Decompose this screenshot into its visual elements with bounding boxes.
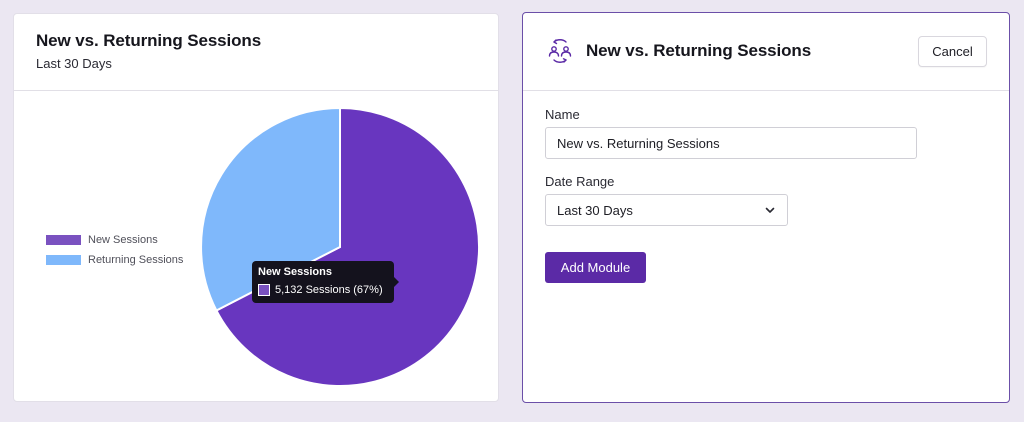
pie-slice-new-sessions[interactable] [215,106,481,387]
legend-swatch-returning [46,255,81,265]
cancel-button[interactable]: Cancel [918,36,987,67]
date-range-label: Date Range [545,174,615,189]
legend-item-returning-sessions[interactable]: Returning Sessions [46,250,183,270]
chart-tooltip: New Sessions 5,132 Sessions (67%) [252,261,399,303]
date-range-value: Last 30 Days [557,202,633,218]
pie-slice-returning-sessions[interactable] [200,106,341,312]
tooltip-swatch [258,284,270,296]
chart-legend: New Sessions Returning Sessions [46,230,183,270]
users-refresh-icon [544,35,576,67]
date-range-select[interactable]: Last 30 Days [545,194,788,226]
preview-card-header: New vs. Returning Sessions Last 30 Days [14,14,498,91]
chevron-down-icon [764,204,776,216]
tooltip-row: 5,132 Sessions (67%) [258,284,383,296]
module-edit-card: New vs. Returning Sessions Cancel Name D… [522,12,1010,403]
legend-item-new-sessions[interactable]: New Sessions [46,230,183,250]
module-preview-card: New vs. Returning Sessions Last 30 Days … [13,13,499,402]
tooltip-value: 5,132 Sessions (67%) [275,284,383,296]
preview-subtitle: Last 30 Days [36,56,112,71]
pie-chart [199,106,481,388]
preview-title: New vs. Returning Sessions [36,31,262,50]
edit-card-title: New vs. Returning Sessions [586,41,812,60]
legend-label: Returning Sessions [88,254,184,266]
tooltip-title: New Sessions [258,266,332,278]
legend-swatch-new [46,235,81,245]
name-input[interactable] [545,127,917,159]
add-module-button[interactable]: Add Module [545,252,646,283]
edit-card-header: New vs. Returning Sessions Cancel [523,13,1009,91]
name-label: Name [545,107,580,122]
legend-label: New Sessions [88,234,158,246]
